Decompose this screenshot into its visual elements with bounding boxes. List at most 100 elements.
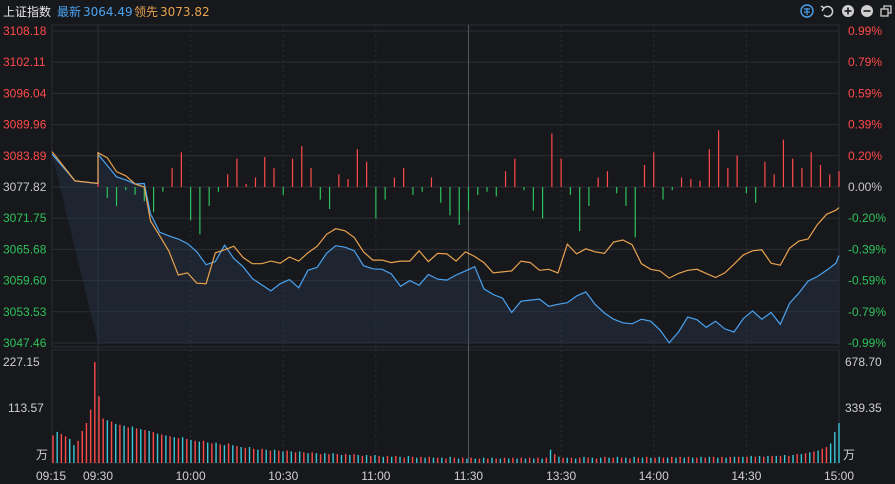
x-tick-label: 11:00 (361, 469, 390, 483)
diff-bar (310, 168, 312, 187)
volume-bar (721, 456, 723, 463)
volume-tick-label-right: 339.35 (845, 401, 882, 415)
volume-bar (365, 454, 368, 463)
diff-bar (115, 187, 118, 206)
volume-bar (549, 449, 552, 463)
window-restore-icon[interactable] (880, 5, 892, 17)
volume-bar (579, 457, 581, 463)
volume-bar (729, 456, 731, 463)
volume-bar (499, 458, 502, 463)
volume-bars (52, 362, 840, 463)
volume-bar (533, 458, 535, 463)
diff-bar (597, 177, 599, 187)
volume-bar (775, 455, 777, 463)
volume-bar (570, 457, 573, 463)
diff-bar (301, 146, 303, 187)
volume-bar (625, 457, 627, 463)
grid (51, 25, 840, 463)
diff-bar (273, 168, 275, 187)
diff-bar (449, 187, 451, 216)
diff-bar (430, 177, 433, 187)
diff-bar (708, 149, 710, 187)
pct-tick-label: -0.79% (848, 305, 886, 319)
pct-tick-label: 0.79% (848, 55, 882, 69)
diff-bar (440, 187, 442, 203)
zoom-in-icon[interactable] (842, 5, 854, 17)
volume-bar (441, 457, 443, 463)
diff-bar (764, 161, 766, 187)
volume-bar (616, 456, 619, 463)
diff-bar (569, 187, 571, 195)
axis-labels: 3108.18 0.99% 3102.11 0.79% 3096.04 0.59% 3089… (3, 24, 886, 483)
volume-unit-left: 万 (36, 448, 48, 462)
diff-bar (162, 187, 164, 192)
volume-bar (512, 457, 514, 463)
series-lines (51, 151, 840, 344)
volume-bar (194, 440, 196, 463)
diff-bar (393, 177, 395, 187)
volume-bar (232, 445, 234, 463)
diff-bar (551, 133, 553, 187)
volume-bar (792, 454, 794, 463)
volume-bar (110, 421, 113, 463)
volume-bar (64, 436, 67, 463)
volume-bar (177, 438, 180, 463)
volume-bar (717, 457, 719, 463)
volume-bar (390, 456, 393, 463)
volume-bar (56, 431, 58, 463)
volume-bar (119, 424, 121, 463)
volume-bar (94, 362, 96, 463)
volume-bar (416, 457, 418, 463)
zoom-out-icon[interactable] (861, 5, 873, 17)
y-tick-label: 3096.04 (3, 86, 47, 100)
volume-bar (102, 418, 104, 463)
volume-bar (813, 451, 815, 463)
diff-bar (143, 187, 145, 202)
volume-bar (273, 449, 276, 463)
volume-bar (324, 453, 326, 463)
leading-value: 3073.82 (160, 5, 210, 19)
diff-bar (643, 164, 646, 187)
volume-bar (307, 453, 309, 463)
y-tick-label: 3047.46 (3, 336, 47, 350)
price-area-fill (52, 154, 839, 343)
volume-bar (491, 457, 493, 463)
volume-bar (173, 437, 175, 463)
diff-bar (171, 168, 173, 187)
diff-bar (458, 187, 460, 225)
volume-bar (60, 434, 63, 463)
volume-bar (219, 444, 221, 463)
volume-bar (712, 456, 715, 463)
x-tick-label: 10:00 (176, 469, 206, 483)
volume-bar (403, 457, 405, 463)
pct-tick-label: 0.00% (848, 180, 882, 194)
diff-bar (384, 187, 386, 200)
volume-bar (595, 458, 598, 463)
y-tick-label: 3065.68 (3, 242, 47, 256)
undo-icon[interactable] (820, 5, 834, 18)
volume-bar (583, 456, 585, 463)
settings-icon[interactable] (800, 4, 814, 18)
diff-bar (606, 171, 609, 187)
pct-tick-label: 0.59% (848, 86, 882, 100)
volume-bar (474, 458, 476, 463)
diff-bar (634, 187, 636, 238)
diff-bar (736, 155, 738, 187)
volume-bar (562, 457, 564, 463)
volume-bar (537, 457, 539, 463)
volume-bar (758, 455, 761, 463)
volume-bar (311, 452, 313, 463)
volume-bar (620, 457, 623, 463)
volume-bar (215, 442, 217, 463)
x-tick-label: 15:00 (824, 469, 854, 483)
volume-bar (282, 451, 284, 463)
volume-bar (662, 457, 665, 463)
volume-bar (503, 457, 506, 463)
volume-bar (386, 455, 389, 463)
diff-bar (755, 187, 757, 203)
volume-bar (244, 447, 247, 463)
volume-bar (754, 456, 757, 463)
volume-bar (298, 451, 301, 463)
volume-bar (666, 457, 669, 463)
